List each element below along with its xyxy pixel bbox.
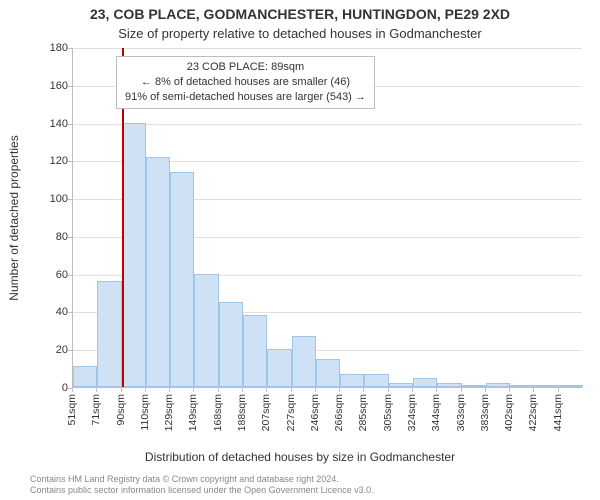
x-tick-label: 383sqm	[479, 394, 491, 431]
x-tick-mark	[485, 388, 486, 392]
y-tick-label: 160	[36, 80, 68, 92]
annotation-box: 23 COB PLACE: 89sqm ← 8% of detached hou…	[116, 56, 375, 109]
x-tick-mark	[121, 388, 122, 392]
y-tick-label: 120	[36, 155, 68, 167]
y-tick-label: 140	[36, 118, 68, 130]
y-tick-label: 60	[36, 269, 68, 281]
x-tick-mark	[509, 388, 510, 392]
x-tick-mark	[388, 388, 389, 392]
histogram-bar	[73, 366, 97, 387]
y-tick-mark	[68, 124, 72, 125]
x-tick-mark	[291, 388, 292, 392]
x-tick-label: 90sqm	[115, 394, 127, 426]
y-tick-mark	[68, 48, 72, 49]
histogram-bar	[559, 385, 583, 387]
histogram-bar	[219, 302, 243, 387]
x-tick-mark	[266, 388, 267, 392]
x-tick-label: 51sqm	[66, 394, 78, 426]
x-tick-mark	[72, 388, 73, 392]
x-tick-label: 207sqm	[260, 394, 272, 431]
y-tick-label: 180	[36, 42, 68, 54]
y-tick-label: 0	[36, 382, 68, 394]
histogram-bar	[97, 281, 121, 387]
y-tick-label: 100	[36, 193, 68, 205]
x-tick-label: 266sqm	[333, 394, 345, 431]
histogram-bar	[364, 374, 388, 387]
x-axis-label: Distribution of detached houses by size …	[0, 450, 600, 464]
histogram-bar	[534, 385, 558, 387]
y-tick-label: 20	[36, 344, 68, 356]
histogram-bar	[510, 385, 534, 387]
x-tick-mark	[96, 388, 97, 392]
x-tick-label: 246sqm	[309, 394, 321, 431]
histogram-bar	[413, 378, 437, 387]
x-tick-mark	[193, 388, 194, 392]
x-tick-label: 149sqm	[187, 394, 199, 431]
y-tick-label: 40	[36, 306, 68, 318]
x-tick-mark	[169, 388, 170, 392]
y-tick-mark	[68, 161, 72, 162]
x-tick-mark	[242, 388, 243, 392]
annotation-line-1: 23 COB PLACE: 89sqm	[125, 60, 366, 75]
histogram-bar	[316, 359, 340, 387]
x-tick-label: 344sqm	[430, 394, 442, 431]
y-tick-mark	[68, 350, 72, 351]
histogram-bar	[194, 274, 218, 387]
y-axis-label: Number of detached properties	[7, 135, 21, 300]
x-tick-mark	[339, 388, 340, 392]
y-tick-mark	[68, 237, 72, 238]
histogram-bar	[170, 172, 194, 387]
histogram-bar	[389, 383, 413, 387]
x-tick-label: 129sqm	[163, 394, 175, 431]
x-tick-mark	[145, 388, 146, 392]
x-tick-label: 441sqm	[552, 394, 564, 431]
page-subtitle: Size of property relative to detached ho…	[0, 26, 600, 41]
y-tick-label: 80	[36, 231, 68, 243]
x-tick-mark	[315, 388, 316, 392]
histogram-bar	[267, 349, 291, 387]
x-tick-label: 110sqm	[139, 394, 151, 431]
histogram-bar	[462, 385, 486, 387]
annotation-line-2: ← 8% of detached houses are smaller (46)	[125, 75, 366, 90]
x-tick-label: 285sqm	[357, 394, 369, 431]
footer-line-1: Contains HM Land Registry data © Crown c…	[30, 474, 374, 485]
x-tick-mark	[461, 388, 462, 392]
histogram-bar	[340, 374, 364, 387]
y-tick-mark	[68, 86, 72, 87]
x-tick-mark	[533, 388, 534, 392]
gridline-y	[73, 48, 582, 49]
histogram-bar	[122, 123, 146, 387]
x-tick-mark	[558, 388, 559, 392]
y-tick-mark	[68, 312, 72, 313]
page-title: 23, COB PLACE, GODMANCHESTER, HUNTINGDON…	[0, 6, 600, 22]
y-tick-mark	[68, 199, 72, 200]
x-tick-label: 422sqm	[527, 394, 539, 431]
x-tick-label: 324sqm	[406, 394, 418, 431]
x-tick-label: 168sqm	[212, 394, 224, 431]
footer-attribution: Contains HM Land Registry data © Crown c…	[30, 474, 374, 496]
x-tick-mark	[412, 388, 413, 392]
histogram-bar	[486, 383, 510, 387]
x-tick-mark	[436, 388, 437, 392]
x-tick-label: 71sqm	[90, 394, 102, 426]
x-tick-mark	[218, 388, 219, 392]
x-tick-label: 305sqm	[382, 394, 394, 431]
histogram-bar	[437, 383, 461, 387]
histogram-bar	[243, 315, 267, 387]
x-tick-label: 402sqm	[503, 394, 515, 431]
x-tick-label: 188sqm	[236, 394, 248, 431]
footer-line-2: Contains public sector information licen…	[30, 485, 374, 496]
y-tick-mark	[68, 275, 72, 276]
annotation-line-3: 91% of semi-detached houses are larger (…	[125, 90, 366, 105]
x-tick-mark	[363, 388, 364, 392]
histogram-bar	[292, 336, 316, 387]
x-tick-label: 363sqm	[455, 394, 467, 431]
x-tick-label: 227sqm	[285, 394, 297, 431]
gridline-y	[73, 124, 582, 125]
histogram-bar	[146, 157, 170, 387]
